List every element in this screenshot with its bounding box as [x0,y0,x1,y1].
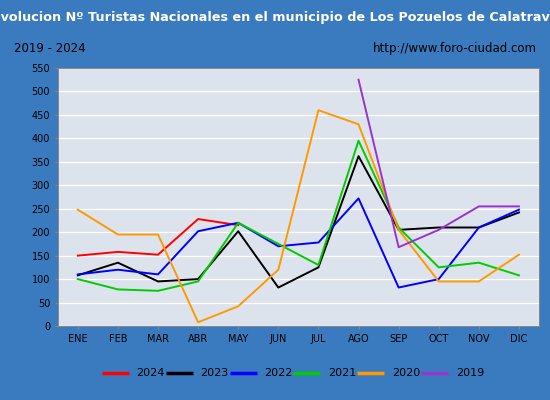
Text: 2020: 2020 [392,368,420,378]
Text: 2019: 2019 [456,368,484,378]
Text: 2023: 2023 [200,368,229,378]
Text: 2022: 2022 [264,368,293,378]
Text: 2019 - 2024: 2019 - 2024 [14,42,85,55]
Text: 2024: 2024 [136,368,165,378]
Text: http://www.foro-ciudad.com: http://www.foro-ciudad.com [372,42,536,55]
Text: Evolucion Nº Turistas Nacionales en el municipio de Los Pozuelos de Calatrava: Evolucion Nº Turistas Nacionales en el m… [0,10,550,24]
Text: 2021: 2021 [328,368,356,378]
